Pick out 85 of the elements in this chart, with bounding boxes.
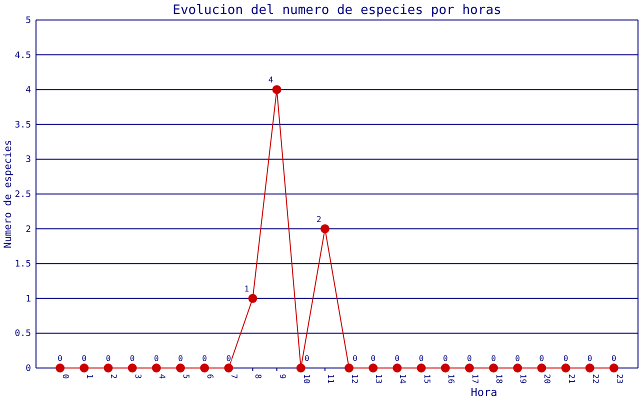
data-label: 4 xyxy=(268,76,274,85)
data-label: 0 xyxy=(612,354,617,363)
x-tick-label: 21 xyxy=(566,374,576,384)
data-label: 0 xyxy=(587,354,592,363)
y-tick-label: 3 xyxy=(26,155,31,166)
x-tick-label: 3 xyxy=(133,374,142,379)
y-tick-label: 4.5 xyxy=(14,50,31,61)
x-tick-label: 18 xyxy=(494,374,504,384)
y-tick-label: 5 xyxy=(26,16,31,26)
data-label: 0 xyxy=(58,354,63,363)
x-tick-label: 9 xyxy=(278,374,287,379)
data-label: 0 xyxy=(394,354,400,363)
point xyxy=(176,364,185,372)
data-label: 0 xyxy=(304,354,310,363)
point xyxy=(440,364,450,372)
data-label: 0 xyxy=(154,354,159,363)
x-tick-label: 23 xyxy=(614,374,624,384)
point xyxy=(537,364,546,372)
x-tick-label: 6 xyxy=(206,374,215,379)
point xyxy=(464,364,474,372)
x-tick-label: 20 xyxy=(542,374,552,384)
point xyxy=(320,224,330,234)
point xyxy=(80,364,89,372)
data-label: 0 xyxy=(82,354,87,363)
x-tick-label: 7 xyxy=(230,374,239,379)
x-tick-label: 15 xyxy=(422,374,432,384)
point xyxy=(344,364,354,372)
data-label: 0 xyxy=(178,354,184,363)
point xyxy=(296,364,306,372)
point xyxy=(561,364,570,372)
x-tick-label: 10 xyxy=(302,374,311,384)
data-label: 0 xyxy=(106,354,111,363)
x-tick-label: 17 xyxy=(470,374,480,384)
y-tick-label: 1 xyxy=(26,294,31,304)
x-tick-label: 2 xyxy=(109,374,118,379)
point xyxy=(392,364,402,372)
point xyxy=(104,364,113,372)
x-tick-label: 4 xyxy=(157,374,166,379)
data-label: 0 xyxy=(442,354,448,363)
x-tick-label: 1 xyxy=(85,374,94,379)
x-tick-label: 11 xyxy=(326,374,335,384)
y-tick-label: 3.5 xyxy=(14,120,31,130)
x-tick-label: 8 xyxy=(254,374,263,379)
point xyxy=(609,364,618,372)
point xyxy=(585,364,594,372)
data-label: 0 xyxy=(491,354,496,363)
y-axis-title: Numero de especies xyxy=(3,140,14,248)
point xyxy=(224,364,234,372)
data-label: 2 xyxy=(316,214,322,224)
y-tick-label: 2 xyxy=(26,224,31,235)
data-label: 0 xyxy=(370,354,376,363)
chart-title: Evolucion del numero de especies por horas xyxy=(172,3,502,18)
data-label: 0 xyxy=(418,354,424,363)
data-label: 0 xyxy=(515,354,520,363)
x-tick-label: 14 xyxy=(398,374,408,384)
point xyxy=(200,364,210,372)
point xyxy=(152,364,161,372)
x-tick-label: 22 xyxy=(590,374,600,384)
x-tick-label: 19 xyxy=(518,374,528,384)
point xyxy=(489,364,498,372)
y-tick-label: 0.5 xyxy=(14,329,31,340)
data-label: 0 xyxy=(467,354,472,363)
data-label: 0 xyxy=(352,354,358,363)
x-tick-label: 16 xyxy=(446,374,456,384)
y-tick-label: 4 xyxy=(26,86,31,96)
data-label: 0 xyxy=(539,354,544,363)
x-tick-label: 5 xyxy=(181,374,190,379)
x-tick-label: 13 xyxy=(374,374,384,384)
y-tick-label: 2.5 xyxy=(14,190,31,200)
y-tick-label: 1.5 xyxy=(14,260,31,270)
x-axis-title: Hora xyxy=(470,386,498,399)
data-label: 0 xyxy=(563,354,568,363)
point xyxy=(128,364,137,372)
point xyxy=(272,85,282,94)
data-label: 0 xyxy=(130,354,135,363)
point xyxy=(368,364,378,372)
data-label: 1 xyxy=(244,284,250,294)
x-tick-label: 12 xyxy=(350,374,360,384)
point xyxy=(56,364,65,372)
point xyxy=(248,294,258,303)
point xyxy=(416,364,426,372)
x-tick-label: 0 xyxy=(61,374,70,379)
data-label: 0 xyxy=(202,354,208,363)
point xyxy=(513,364,522,372)
data-label: 0 xyxy=(226,354,232,363)
